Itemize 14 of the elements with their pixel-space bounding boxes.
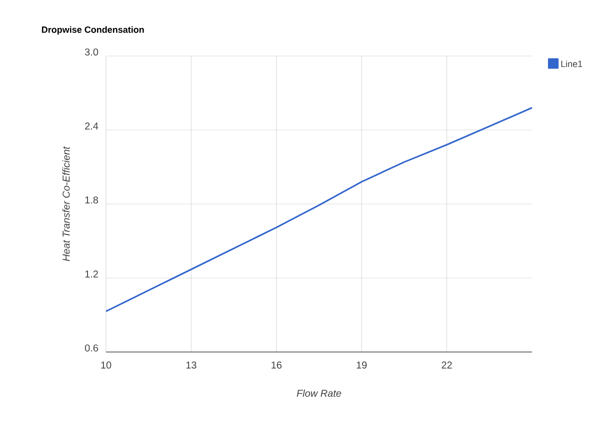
x-tick-label: 19 (356, 362, 367, 369)
x-axis-title: Flow Rate (296, 389, 342, 397)
chart-title: Dropwise Condensation (42, 26, 144, 35)
y-tick-label: 2.4 (85, 122, 98, 130)
y-tick-label: 1.8 (85, 196, 98, 204)
y-axis-title: Heat Transfer Co-Efficient (62, 146, 70, 262)
x-tick-label: 10 (101, 362, 112, 369)
x-tick-label: 22 (442, 362, 452, 368)
y-tick-label: 3.0 (84, 48, 98, 56)
y-tick-label: 0.6 (84, 344, 98, 352)
legend-label: Line1 (561, 60, 582, 68)
y-tick-label: 1.2 (85, 270, 98, 278)
x-tick-label: 13 (186, 362, 196, 369)
x-tick-label: 16 (272, 362, 282, 369)
